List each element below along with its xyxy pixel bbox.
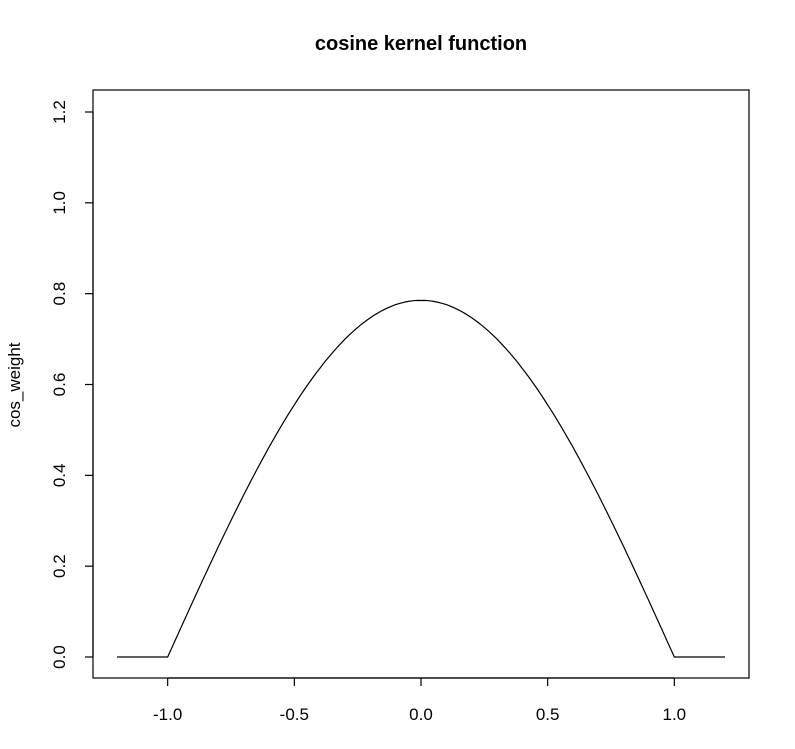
y-tick-label: 0.8 <box>50 282 69 306</box>
plot-frame <box>92 89 750 679</box>
series-line-0 <box>117 299 725 658</box>
x-axis: -1.0 -0.5 0.0 0.5 1.0 <box>153 677 687 724</box>
y-axis: 0.0 0.2 0.4 0.6 0.8 1.0 1.2 <box>50 100 94 669</box>
y-tick-label: 1.0 <box>50 191 69 215</box>
x-tick-label: -0.5 <box>280 705 309 724</box>
x-tick-label: -1.0 <box>153 705 182 724</box>
x-tick-label: 1.0 <box>663 705 687 724</box>
x-tick-label: 0.5 <box>536 705 560 724</box>
y-axis-label: cos_weight <box>5 342 24 427</box>
y-tick-label: 0.2 <box>50 554 69 578</box>
y-tick-label: 0.6 <box>50 373 69 397</box>
chart-title: cosine kernel function <box>315 33 527 55</box>
y-tick-label: 0.0 <box>50 645 69 669</box>
y-tick-label: 0.4 <box>50 464 69 488</box>
y-tick-label: 1.2 <box>50 100 69 124</box>
x-tick-label: 0.0 <box>409 705 433 724</box>
series-group <box>117 299 725 658</box>
